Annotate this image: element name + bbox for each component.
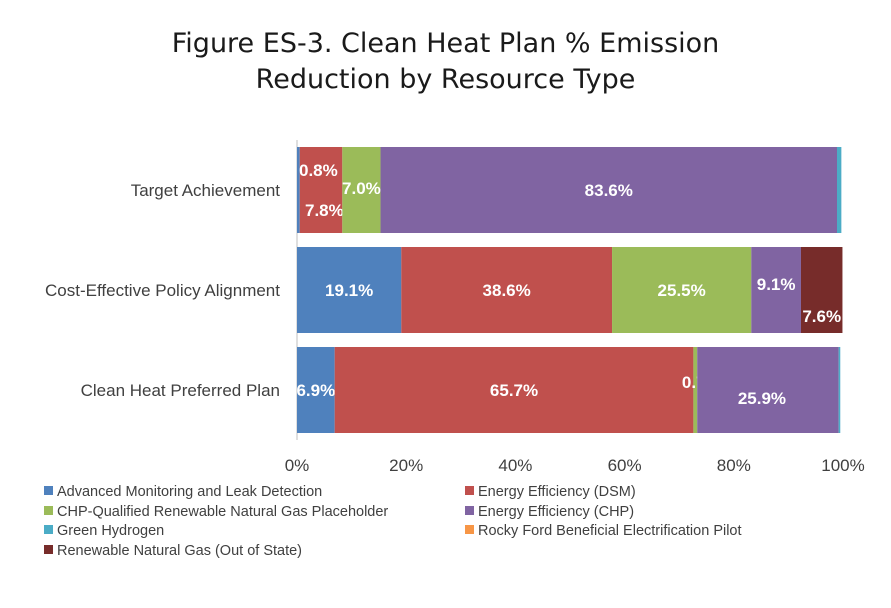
- data-label: 65.7%: [490, 381, 538, 400]
- bar-segment: [751, 247, 801, 333]
- category-label: Clean Heat Preferred Plan: [81, 381, 280, 400]
- legend-item: Energy Efficiency (DSM): [465, 484, 636, 500]
- bar-segment: [693, 347, 698, 433]
- data-label: 38.6%: [483, 281, 531, 300]
- legend-label: CHP-Qualified Renewable Natural Gas Plac…: [57, 503, 389, 520]
- legend-swatch: [465, 505, 474, 515]
- bar-segment: [838, 347, 841, 433]
- legend-swatch: [465, 525, 474, 534]
- legend-swatch: [44, 486, 53, 495]
- legend-label: Rocky Ford Beneficial Electrification Pi…: [478, 523, 742, 539]
- legend-label: Energy Efficiency (CHP): [478, 503, 635, 520]
- x-tick-label: 20%: [389, 456, 423, 475]
- data-label: 0.8%: [299, 161, 338, 180]
- legend-item: CHP-Qualified Renewable Natural Gas Plac…: [44, 504, 388, 520]
- chart-title-line-1: Figure ES-3. Clean Heat Plan % Emission: [171, 28, 720, 59]
- bar-segment: [612, 247, 752, 333]
- bar-segment: [800, 247, 843, 333]
- bar-segment: [380, 147, 837, 233]
- bar-segment: [297, 147, 300, 233]
- bar-segment: [297, 247, 402, 333]
- legend-label: Green Hydrogen: [57, 523, 165, 539]
- bar-segment: [334, 347, 694, 433]
- chart-title: Figure ES-3. Clean Heat Plan % Emission …: [0, 26, 891, 98]
- x-tick-label: 60%: [608, 456, 642, 475]
- bar-segment: [297, 347, 335, 433]
- data-label: 25.5%: [658, 281, 706, 300]
- legend-swatch: [44, 525, 53, 534]
- bar-segment: [401, 247, 613, 333]
- legend-swatch: [465, 486, 474, 495]
- data-label: 7.6%: [802, 307, 841, 326]
- legend-label: Energy Efficiency (DSM): [478, 484, 636, 500]
- data-label: 25.9%: [738, 389, 786, 408]
- legend-item: Rocky Ford Beneficial Electrification Pi…: [465, 523, 742, 539]
- legend-item: Energy Efficiency (CHP): [465, 504, 634, 520]
- legend-swatch: [44, 505, 53, 515]
- data-label: 7.0%: [342, 179, 381, 198]
- data-label: 6.9%: [296, 381, 335, 400]
- x-tick-label: 80%: [717, 456, 751, 475]
- bar-segment: [342, 147, 381, 233]
- x-tick-label: 0%: [285, 456, 310, 475]
- legend-label: Advanced Monitoring and Leak Detection: [57, 484, 323, 500]
- x-tick-label: 40%: [498, 456, 532, 475]
- data-label: 9.1%: [757, 275, 796, 294]
- legend-item: Advanced Monitoring and Leak Detection: [44, 484, 322, 500]
- data-label: 7.8%: [305, 201, 344, 220]
- chart-title-line-2: Reduction by Resource Type: [255, 64, 636, 95]
- category-label: Cost-Effective Policy Alignment: [45, 281, 280, 300]
- stacked-bar-chart: Target Achievement 7.8% 7.0% 83.6% 0.8% Cost-…: [45, 140, 865, 475]
- legend-item: Renewable Natural Gas (Out of State): [44, 543, 302, 559]
- data-label: 83.6%: [585, 181, 633, 200]
- legend-label: Renewable Natural Gas (Out of State): [57, 542, 303, 559]
- legend-item: Green Hydrogen: [44, 523, 164, 539]
- x-tick-label: 100%: [821, 456, 864, 475]
- bar-segment: [836, 147, 842, 233]
- data-label: 19.1%: [325, 281, 373, 300]
- bar-segment: [299, 147, 343, 233]
- bar-segment: [697, 347, 839, 433]
- legend-swatch: [44, 544, 53, 554]
- category-label: Target Achievement: [131, 181, 281, 200]
